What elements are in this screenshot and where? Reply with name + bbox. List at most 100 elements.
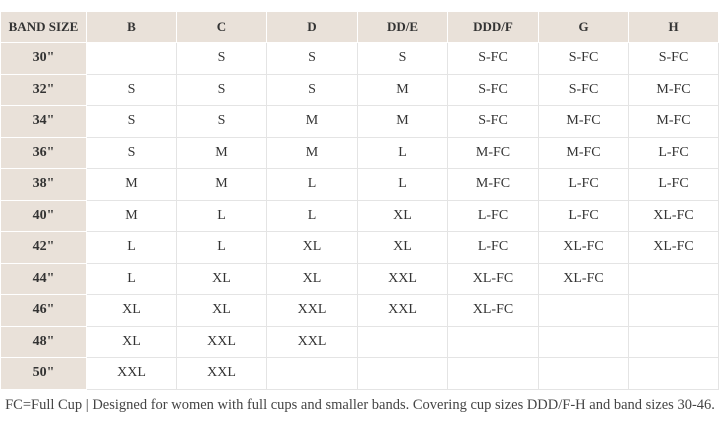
cup-size: XXL	[266, 325, 358, 358]
cup-size: L-FC	[447, 231, 539, 264]
cup-size: XL-FC	[628, 231, 719, 264]
column-header: B	[86, 11, 177, 43]
band-size: 30"	[0, 42, 87, 75]
cup-size: L	[176, 231, 267, 264]
cup-size: M-FC	[538, 136, 629, 169]
cup-size: XXL	[266, 294, 358, 327]
cup-size: L-FC	[628, 136, 719, 169]
table-row: 46" XL XL XXL XXL XL-FC	[0, 294, 719, 327]
cup-size: S-FC	[538, 42, 629, 75]
cup-size: L	[86, 231, 177, 264]
cup-size	[628, 357, 719, 390]
column-header: D	[266, 11, 358, 43]
cup-size: XL-FC	[447, 262, 539, 295]
cup-size: XL	[176, 294, 267, 327]
cup-size	[628, 325, 719, 358]
cup-size	[538, 325, 629, 358]
cup-size	[266, 357, 358, 390]
cup-size	[538, 294, 629, 327]
cup-size: S	[176, 42, 267, 75]
cup-size: XL	[86, 325, 177, 358]
cup-size: S	[176, 105, 267, 138]
cup-size: XL-FC	[447, 294, 539, 327]
table-row: 32" S S S M S-FC S-FC M-FC	[0, 73, 719, 106]
table-row: 38" M M L L M-FC L-FC L-FC	[0, 168, 719, 201]
cup-size: S-FC	[447, 73, 539, 106]
cup-size: S	[176, 73, 267, 106]
cup-size: M	[357, 105, 448, 138]
cup-size	[538, 357, 629, 390]
cup-size: XL-FC	[538, 262, 629, 295]
table-row: 50" XXL XXL	[0, 357, 719, 390]
cup-size: L	[357, 168, 448, 201]
band-size: 32"	[0, 73, 87, 106]
band-size: 48"	[0, 325, 87, 358]
cup-size: S-FC	[628, 42, 719, 75]
band-size: 42"	[0, 231, 87, 264]
table-row: 34" S S M M S-FC M-FC M-FC	[0, 105, 719, 138]
cup-size: M	[86, 168, 177, 201]
cup-size: XXL	[176, 325, 267, 358]
table-body: 30" S S S S-FC S-FC S-FC 32" S S S M S-FC S-FC M-FC 34"…	[0, 42, 719, 390]
cup-size: M-FC	[538, 105, 629, 138]
cup-size: S	[86, 105, 177, 138]
column-header: BAND SIZE	[0, 11, 87, 43]
cup-size: XL-FC	[628, 199, 719, 232]
cup-size: XL	[266, 262, 358, 295]
cup-size	[357, 357, 448, 390]
table-row: 44" L XL XL XXL XL-FC XL-FC	[0, 262, 719, 295]
cup-size: XL	[357, 199, 448, 232]
cup-size: M-FC	[447, 136, 539, 169]
cup-size	[357, 325, 448, 358]
cup-size: L-FC	[447, 199, 539, 232]
column-header: H	[628, 11, 719, 43]
cup-size: M-FC	[447, 168, 539, 201]
cup-size: M	[86, 199, 177, 232]
band-size: 38"	[0, 168, 87, 201]
column-header: DDD/F	[447, 11, 539, 43]
cup-size: XL	[176, 262, 267, 295]
cup-size	[447, 357, 539, 390]
cup-size	[86, 42, 177, 75]
cup-size: L-FC	[628, 168, 719, 201]
band-size: 50"	[0, 357, 87, 390]
cup-size: XXL	[176, 357, 267, 390]
band-size: 46"	[0, 294, 87, 327]
cup-size: XL-FC	[538, 231, 629, 264]
cup-size	[628, 294, 719, 327]
size-chart: BAND SIZE B C D DD/E DDD/F G H 30" S S S S-FC S-FC S-…	[0, 11, 719, 390]
cup-size: L	[176, 199, 267, 232]
cup-size: M-FC	[628, 105, 719, 138]
cup-size: S	[266, 73, 358, 106]
cup-size: M	[176, 168, 267, 201]
cup-size: M	[176, 136, 267, 169]
cup-size: XXL	[86, 357, 177, 390]
cup-size: L	[266, 199, 358, 232]
footnote: FC=Full Cup | Designed for women with fu…	[5, 397, 715, 413]
cup-size: S-FC	[447, 105, 539, 138]
cup-size: L-FC	[538, 168, 629, 201]
cup-size: S	[357, 42, 448, 75]
band-size: 36"	[0, 136, 87, 169]
table-row: 48" XL XXL XXL	[0, 325, 719, 358]
cup-size: L	[357, 136, 448, 169]
band-size: 44"	[0, 262, 87, 295]
cup-size: XL	[266, 231, 358, 264]
cup-size: S	[266, 42, 358, 75]
header-row: BAND SIZE B C D DD/E DDD/F G H	[0, 11, 719, 43]
cup-size: M	[357, 73, 448, 106]
cup-size: XL	[357, 231, 448, 264]
cup-size: S-FC	[447, 42, 539, 75]
band-size: 34"	[0, 105, 87, 138]
table-row: 40" M L L XL L-FC L-FC XL-FC	[0, 199, 719, 232]
cup-size: S	[86, 73, 177, 106]
cup-size: XXL	[357, 262, 448, 295]
cup-size: M-FC	[628, 73, 719, 106]
cup-size: S-FC	[538, 73, 629, 106]
cup-size: M	[266, 105, 358, 138]
cup-size	[628, 262, 719, 295]
cup-size: L-FC	[538, 199, 629, 232]
column-header: G	[538, 11, 629, 43]
column-header: C	[176, 11, 267, 43]
